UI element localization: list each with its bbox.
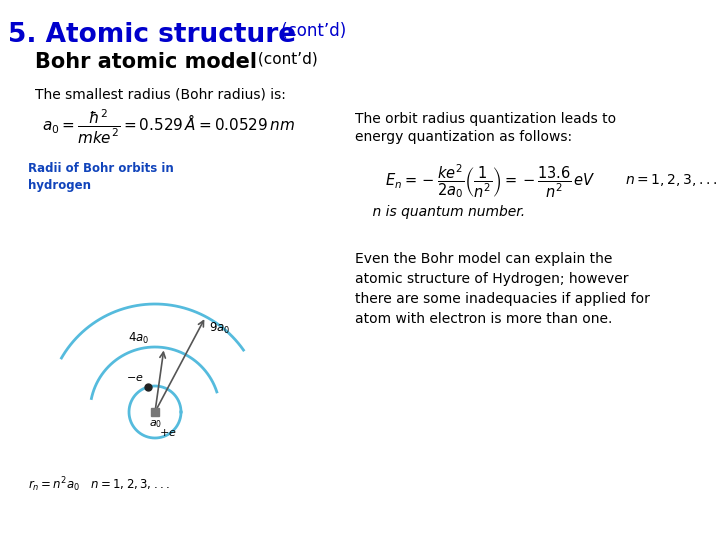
Text: $9a_0$: $9a_0$ <box>209 321 230 336</box>
Text: n is quantum number.: n is quantum number. <box>355 205 525 219</box>
Text: (cont’d): (cont’d) <box>276 22 346 40</box>
Text: The orbit radius quantization leads to: The orbit radius quantization leads to <box>355 112 616 126</box>
Text: $4a_0$: $4a_0$ <box>128 330 149 346</box>
Text: Bohr atomic model: Bohr atomic model <box>35 52 257 72</box>
Text: 5. Atomic structure: 5. Atomic structure <box>8 22 296 48</box>
Text: energy quantization as follows:: energy quantization as follows: <box>355 130 572 144</box>
Text: $+e$: $+e$ <box>159 427 176 438</box>
Text: Radii of Bohr orbits in
hydrogen: Radii of Bohr orbits in hydrogen <box>28 162 174 192</box>
Text: (cont’d): (cont’d) <box>253 52 318 67</box>
Text: $r_n = n^2 a_0 \quad n = 1, 2, 3,...$: $r_n = n^2 a_0 \quad n = 1, 2, 3,...$ <box>28 475 170 494</box>
Text: $a_0 = \dfrac{\hbar^2}{mke^2} = 0.529\,\AA = 0.0529\,nm$: $a_0 = \dfrac{\hbar^2}{mke^2} = 0.529\,\… <box>42 108 295 146</box>
Text: The smallest radius (Bohr radius) is:: The smallest radius (Bohr radius) is: <box>35 88 286 102</box>
Text: Even the Bohr model can explain the
atomic structure of Hydrogen; however
there : Even the Bohr model can explain the atom… <box>355 252 650 326</box>
Text: $n = 1, 2, 3, ...$: $n = 1, 2, 3, ...$ <box>625 172 718 188</box>
Text: $E_n = -\dfrac{ke^2}{2a_0}\left(\dfrac{1}{n^2}\right) = -\dfrac{13.6}{n^2}\,eV$: $E_n = -\dfrac{ke^2}{2a_0}\left(\dfrac{1… <box>385 162 596 200</box>
Text: $-e$: $-e$ <box>126 373 144 383</box>
Text: $a_0$: $a_0$ <box>150 418 163 430</box>
